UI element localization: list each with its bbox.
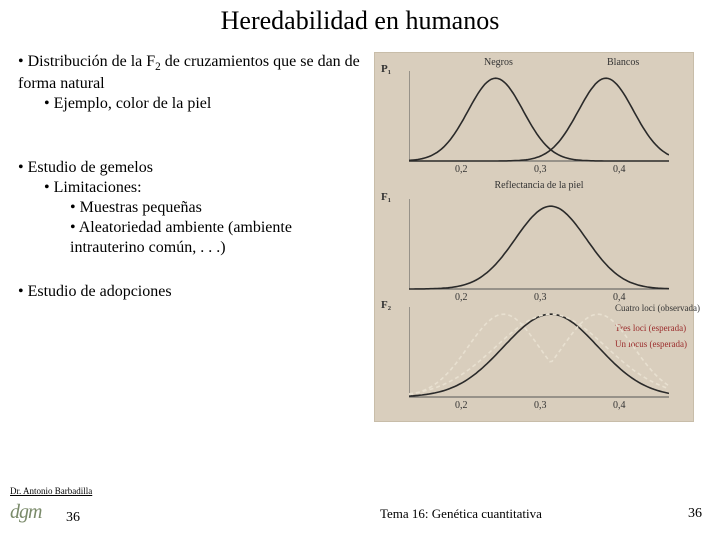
figure-column: P₁NegrosBlancos0,20,30,4Reflectancia de … [374, 52, 704, 422]
bullet-2a2: • Aleatoriedad ambiente (ambiente intrau… [70, 218, 368, 258]
bullet-2a: • Limitaciones: [44, 178, 368, 198]
tick-0: 0,2 [455, 164, 468, 175]
bullet-3: • Estudio de adopciones [18, 282, 368, 302]
peak-label-0: Negros [484, 57, 513, 68]
figure-panel-2: F₂Cuatro loci (observada)Tres loci (espe… [409, 295, 669, 401]
panel-label: P₁ [381, 63, 391, 75]
tick-1: 0,3 [534, 400, 547, 411]
dgm-logo: dgm [10, 501, 41, 524]
author-name: Dr. Antonio Barbadilla [10, 486, 92, 496]
curve-1 [409, 314, 669, 394]
tick-1: 0,3 [534, 164, 547, 175]
figure-panel-1: F₁0,20,30,4 [409, 187, 669, 293]
text-column: • Distribución de la F2 de cruzamientos … [18, 52, 368, 422]
content-area: • Distribución de la F2 de cruzamientos … [0, 36, 720, 422]
topic-label: Tema 16: Genética cuantitativa [380, 506, 542, 522]
curve-0 [409, 314, 669, 396]
panel-svg [409, 199, 669, 291]
slide-title: Heredabilidad en humanos [0, 0, 720, 36]
curve-2 [409, 314, 669, 394]
bullet-1a: • Ejemplo, color de la piel [44, 94, 368, 114]
reflectance-figure: P₁NegrosBlancos0,20,30,4Reflectancia de … [374, 52, 694, 422]
tick-2: 0,4 [613, 164, 626, 175]
bullet-2: • Estudio de gemelos [18, 158, 368, 178]
panel-label: F₂ [381, 299, 391, 311]
bullet-1-pre: Distribución de la F [28, 53, 156, 70]
bullet-group-2: • Estudio de gemelos • Limitaciones: • M… [18, 158, 368, 258]
panel-svg [409, 307, 669, 399]
curve-0 [409, 78, 669, 161]
peak-label-1: Blancos [607, 57, 639, 68]
panel-label: F₁ [381, 191, 391, 203]
curve-1 [409, 78, 669, 161]
curve-0 [409, 206, 669, 289]
bullet-group-3: • Estudio de adopciones [18, 282, 368, 302]
page-number-right: 36 [688, 506, 702, 522]
bullet-group-1: • Distribución de la F2 de cruzamientos … [18, 52, 368, 114]
bullet-1: • Distribución de la F2 de cruzamientos … [18, 52, 368, 94]
figure-panel-0: P₁NegrosBlancos0,20,30,4Reflectancia de … [409, 59, 669, 165]
page-number-left: 36 [66, 510, 80, 526]
bullet-2a1: • Muestras pequeñas [70, 198, 368, 218]
tick-2: 0,4 [613, 400, 626, 411]
tick-0: 0,2 [455, 400, 468, 411]
panel-svg [409, 71, 669, 163]
